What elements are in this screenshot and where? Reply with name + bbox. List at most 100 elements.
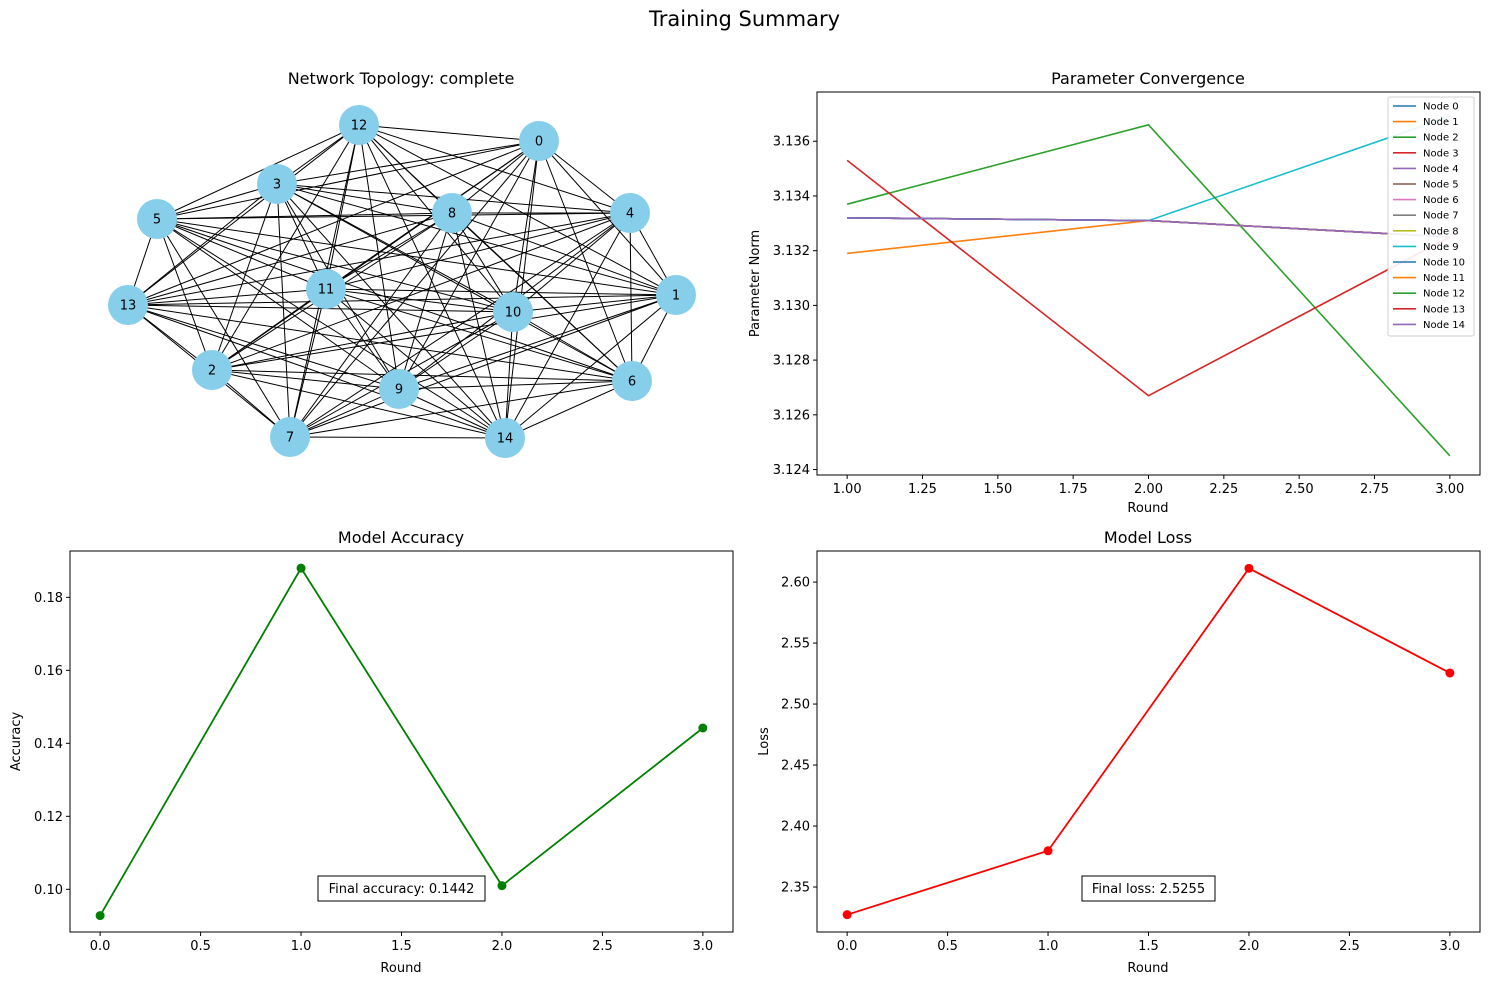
network-edge <box>451 212 506 439</box>
loss-x-tick-label: 1.0 <box>1038 939 1059 954</box>
convergence-y-tick-label: 3.134 <box>773 189 810 204</box>
network-edge <box>289 288 327 438</box>
network-node: 12 <box>339 105 379 145</box>
network-node: 7 <box>270 417 310 457</box>
network-edge <box>289 212 453 438</box>
network-edge <box>127 304 633 382</box>
network-node-circle <box>257 164 297 204</box>
network-edge <box>276 183 453 214</box>
convergence-legend-entry: Node 9 <box>1393 242 1459 253</box>
accuracy-line <box>95 563 708 921</box>
loss-series-line <box>846 567 1451 916</box>
convergence-legend-entry: Node 1 <box>1393 117 1459 128</box>
network-node-label: 9 <box>395 383 403 398</box>
convergence-x-tick-label: 1.25 <box>908 482 937 497</box>
network-edge <box>512 294 677 313</box>
network-edge <box>504 212 631 439</box>
network-edge <box>512 140 540 313</box>
network-node-label: 2 <box>208 364 216 379</box>
network-edge <box>289 212 631 438</box>
accuracy-y-tick-label: 0.16 <box>34 664 63 679</box>
network-edge <box>156 218 506 439</box>
loss-point <box>842 910 852 920</box>
network-edge <box>358 124 540 142</box>
loss-x-tick-label: 2.5 <box>1339 939 1360 954</box>
network-edge <box>127 183 278 306</box>
network-node-label: 12 <box>351 119 368 134</box>
convergence-legend-entry: Node 5 <box>1393 180 1459 191</box>
accuracy-y-tick-label: 0.14 <box>34 737 63 752</box>
convergence-series-line <box>846 159 1451 397</box>
network-edge <box>211 183 278 371</box>
network-edge <box>512 212 631 313</box>
convergence-legend-label: Node 14 <box>1423 320 1465 331</box>
network-edge <box>504 140 540 439</box>
network-title: Network Topology: complete <box>288 69 515 88</box>
network-edge <box>156 218 677 296</box>
accuracy-x-tick-label: 1.5 <box>391 939 412 954</box>
loss-y-tick-label: 2.60 <box>781 576 810 591</box>
network-node-label: 6 <box>628 375 636 390</box>
convergence-series-line <box>847 219 1450 255</box>
model-accuracy-panel: Model Accuracy 0.0 0.5 1.0 1.5 2.0 2.5 3.0 0.1… <box>9 528 734 976</box>
convergence-legend-entry: Node 0 <box>1393 102 1459 113</box>
network-edge <box>156 183 278 220</box>
network-edge <box>127 304 400 390</box>
convergence-legend-label: Node 11 <box>1423 273 1465 284</box>
accuracy-x-tick-label: 0.0 <box>90 939 111 954</box>
network-edge <box>276 183 514 313</box>
loss-y-tick-label: 2.55 <box>781 637 810 652</box>
convergence-y-tick-label: 3.128 <box>773 354 810 369</box>
accuracy-y-ticks: 0.10 0.12 0.14 0.16 0.18 <box>34 591 70 898</box>
network-edge <box>127 304 506 439</box>
loss-title: Model Loss <box>1104 528 1192 547</box>
convergence-legend-entry: Node 11 <box>1393 273 1465 284</box>
network-edge <box>358 124 506 439</box>
network-edge <box>156 212 631 220</box>
convergence-x-tick-label: 1.00 <box>833 482 862 497</box>
convergence-title: Parameter Convergence <box>1051 69 1245 88</box>
loss-point <box>1043 846 1053 856</box>
accuracy-plot-frame <box>69 550 734 933</box>
network-node-label: 8 <box>448 207 456 222</box>
accuracy-x-tick-label: 1.0 <box>291 939 312 954</box>
accuracy-x-tick-label: 2.0 <box>492 939 513 954</box>
convergence-legend-entry: Node 2 <box>1393 133 1459 144</box>
network-node: 1 <box>656 275 696 315</box>
accuracy-series-line <box>99 566 704 917</box>
network-node-circle <box>656 275 696 315</box>
convergence-legend-label: Node 6 <box>1423 195 1459 206</box>
convergence-x-label: Round <box>1127 501 1168 516</box>
accuracy-point <box>497 881 507 891</box>
network-edge <box>156 218 633 382</box>
convergence-legend-label: Node 1 <box>1423 117 1459 128</box>
network-node-label: 4 <box>626 207 634 222</box>
network-edge <box>358 124 453 214</box>
network-node: 4 <box>610 193 650 233</box>
network-edge <box>325 288 514 313</box>
convergence-legend-entry: Node 13 <box>1393 304 1465 315</box>
network-node-circle <box>192 350 232 390</box>
convergence-x-tick-label: 2.25 <box>1209 482 1238 497</box>
accuracy-annotation-box: Final accuracy: 0.1442 <box>317 875 486 902</box>
network-node-label: 11 <box>318 283 335 298</box>
loss-x-tick-label: 3.0 <box>1440 939 1461 954</box>
loss-annotation: Final loss: 2.5255 <box>1092 882 1205 897</box>
network-node-label: 0 <box>535 135 543 150</box>
network-edge <box>398 294 677 390</box>
network-node-circle <box>270 417 310 457</box>
network-node-circle <box>137 199 177 239</box>
loss-y-tick-label: 2.50 <box>781 698 810 713</box>
convergence-legend-frame <box>1387 96 1475 337</box>
network-node-circle <box>432 193 472 233</box>
network-edges <box>127 124 677 439</box>
convergence-legend-label: Node 0 <box>1423 102 1459 113</box>
loss-x-ticks: 0.0 0.5 1.0 1.5 2.0 2.5 3.0 <box>837 932 1460 954</box>
convergence-legend-entry: Node 8 <box>1393 226 1459 237</box>
network-edge <box>538 140 633 382</box>
network-node-circle <box>493 292 533 332</box>
convergence-legend: Node 0 Node 1 Node 2 Node 3 Node 4 Node 5 Node… <box>1387 96 1475 337</box>
convergence-y-tick-label: 3.130 <box>773 299 810 314</box>
convergence-y-tick-label: 3.124 <box>773 463 810 478</box>
